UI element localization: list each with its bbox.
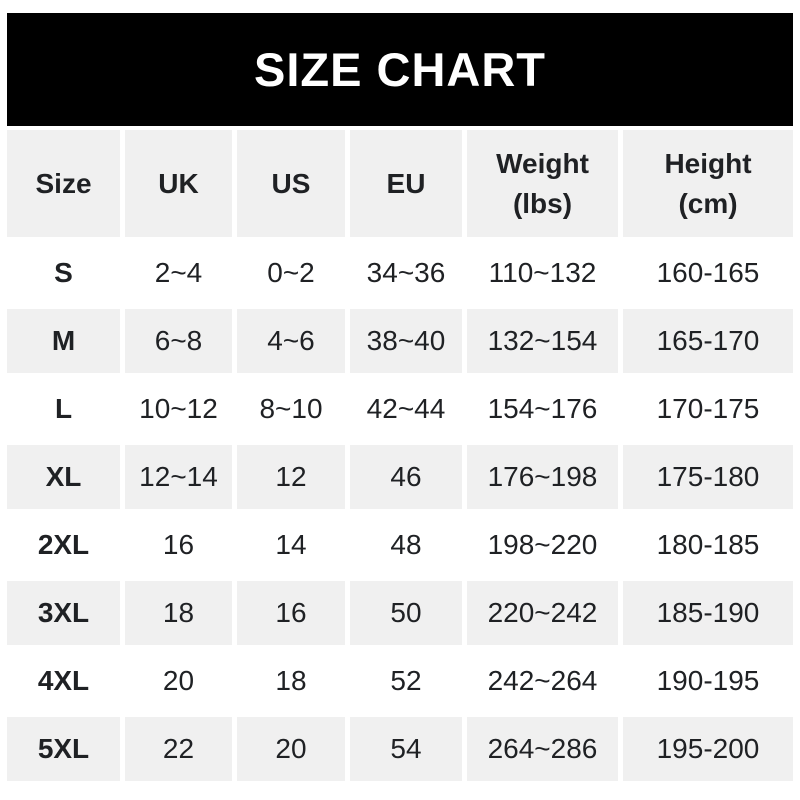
cell-s-height: 160-165 [623, 241, 793, 305]
cell-xl-weight: 176~198 [467, 445, 618, 509]
cell-s-us: 0~2 [237, 241, 345, 305]
cell-2xl-size: 2XL [7, 513, 120, 577]
cell-5xl-weight: 264~286 [467, 717, 618, 781]
column-header-height: Height (cm) [623, 130, 793, 237]
size-chart-table: Size UK US EU Weight (lbs) Height (cm) S 2~4 0~2 34… [7, 130, 793, 781]
cell-xl-height: 175-180 [623, 445, 793, 509]
cell-s-uk: 2~4 [125, 241, 232, 305]
cell-m-size: M [7, 309, 120, 373]
cell-3xl-size: 3XL [7, 581, 120, 645]
column-header-sublabel: (cm) [678, 187, 738, 219]
column-header-label: Size [35, 167, 92, 199]
cell-5xl-size: 5XL [7, 717, 120, 781]
cell-l-uk: 10~12 [125, 377, 232, 441]
size-chart-banner: SIZE CHART [7, 13, 793, 126]
column-header-size: Size [7, 130, 120, 237]
cell-l-us: 8~10 [237, 377, 345, 441]
column-header-label: EU [386, 167, 426, 199]
cell-4xl-size: 4XL [7, 649, 120, 713]
cell-2xl-eu: 48 [350, 513, 462, 577]
cell-2xl-uk: 16 [125, 513, 232, 577]
cell-4xl-height: 190-195 [623, 649, 793, 713]
cell-xl-us: 12 [237, 445, 345, 509]
cell-xl-eu: 46 [350, 445, 462, 509]
cell-2xl-us: 14 [237, 513, 345, 577]
column-header-label: Weight [496, 148, 589, 180]
cell-2xl-weight: 198~220 [467, 513, 618, 577]
cell-s-size: S [7, 241, 120, 305]
cell-5xl-eu: 54 [350, 717, 462, 781]
cell-s-eu: 34~36 [350, 241, 462, 305]
size-chart-page: SIZE CHART Size UK US EU Weight (lbs) Height (c… [0, 13, 800, 800]
column-header-label: US [271, 167, 311, 199]
cell-l-weight: 154~176 [467, 377, 618, 441]
page-title: SIZE CHART [254, 43, 546, 96]
cell-5xl-uk: 22 [125, 717, 232, 781]
cell-m-weight: 132~154 [467, 309, 618, 373]
column-header-us: US [237, 130, 345, 237]
cell-l-size: L [7, 377, 120, 441]
cell-m-us: 4~6 [237, 309, 345, 373]
cell-2xl-height: 180-185 [623, 513, 793, 577]
cell-l-eu: 42~44 [350, 377, 462, 441]
cell-4xl-us: 18 [237, 649, 345, 713]
cell-3xl-us: 16 [237, 581, 345, 645]
column-header-weight: Weight (lbs) [467, 130, 618, 237]
column-header-label: UK [158, 167, 199, 199]
cell-4xl-eu: 52 [350, 649, 462, 713]
cell-4xl-uk: 20 [125, 649, 232, 713]
cell-3xl-eu: 50 [350, 581, 462, 645]
cell-5xl-us: 20 [237, 717, 345, 781]
column-header-uk: UK [125, 130, 232, 237]
cell-xl-uk: 12~14 [125, 445, 232, 509]
column-header-label: Height [664, 148, 752, 180]
cell-xl-size: XL [7, 445, 120, 509]
cell-m-eu: 38~40 [350, 309, 462, 373]
cell-5xl-height: 195-200 [623, 717, 793, 781]
cell-m-height: 165-170 [623, 309, 793, 373]
cell-s-weight: 110~132 [467, 241, 618, 305]
cell-3xl-height: 185-190 [623, 581, 793, 645]
cell-m-uk: 6~8 [125, 309, 232, 373]
cell-l-height: 170-175 [623, 377, 793, 441]
column-header-eu: EU [350, 130, 462, 237]
cell-4xl-weight: 242~264 [467, 649, 618, 713]
cell-3xl-weight: 220~242 [467, 581, 618, 645]
column-header-sublabel: (lbs) [512, 187, 573, 219]
cell-3xl-uk: 18 [125, 581, 232, 645]
